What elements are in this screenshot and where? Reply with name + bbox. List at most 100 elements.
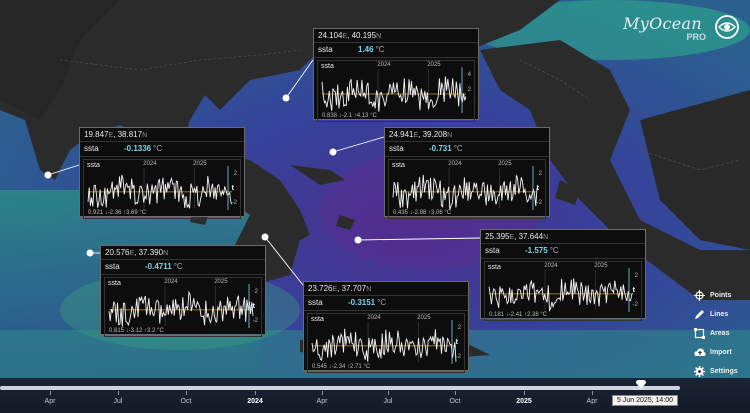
stat-low: -2.34 xyxy=(331,364,346,370)
latitude: 37.707 xyxy=(341,284,367,293)
point-popup[interactable]: 24.104E, 40.195N ssta 1.46 °C ssta 2024 2025 0.… xyxy=(313,28,479,122)
variable-unit: °C xyxy=(153,144,163,153)
chart-stats: 0.838 ↓-2.1 ↑4.13 °C xyxy=(322,113,377,119)
menu-lines[interactable]: Lines xyxy=(692,305,742,324)
timeline-tickmark xyxy=(255,391,256,395)
point-marker[interactable] xyxy=(44,171,52,179)
timeseries-chart[interactable]: ssta 2024 2025 0.815 ↓-3.12 ↑3.2 °C 2 t -2 xyxy=(104,277,262,337)
longitude: 19.847 xyxy=(84,130,109,139)
series-line xyxy=(311,328,457,362)
north-label: N xyxy=(376,33,382,40)
y-tick-label: -2 xyxy=(632,301,638,308)
timeseries-chart[interactable]: ssta 2024 2025 0.838 ↓-2.1 ↑4.13 °C 4 2 xyxy=(317,60,475,122)
variable-value: -0.3151 xyxy=(348,298,376,307)
y-tick-label: 2 xyxy=(634,272,638,279)
stat-min: 0.181 xyxy=(489,312,505,318)
menu-import[interactable]: Import xyxy=(692,343,742,362)
timeline-tick-label: Oct xyxy=(449,398,461,405)
year-label: 2024 xyxy=(164,279,178,285)
menu-areas[interactable]: Areas xyxy=(692,324,742,343)
coordinates: 24.104E, 40.195N xyxy=(314,29,478,43)
point-marker[interactable] xyxy=(261,233,269,241)
y-tick-label: 2 xyxy=(467,87,471,93)
time-track[interactable] xyxy=(0,386,680,390)
variable-value: -0.731 xyxy=(429,144,452,153)
coordinates: 24.941E, 39.208N xyxy=(385,128,549,142)
chart-stats: 0.815 ↓-3.12 ↑3.2 °C xyxy=(109,328,164,334)
eye-logo-icon xyxy=(715,15,739,39)
east-label: E xyxy=(332,286,338,293)
variable-value: -1.575 xyxy=(525,246,548,255)
year-label: 2025 xyxy=(427,62,441,68)
timeline-tickmark xyxy=(455,391,456,395)
logo-sub: PRO xyxy=(686,32,706,42)
chart-variable-label: ssta xyxy=(321,63,334,70)
y-tick-label: t xyxy=(252,303,255,310)
timeseries-svg xyxy=(311,320,457,364)
east-label: E xyxy=(129,250,135,257)
y-tick-label: 2 xyxy=(538,170,542,177)
y-tick-label: t xyxy=(536,185,539,192)
stat-high: 3.2 xyxy=(147,328,156,334)
stat-low: -2.41 xyxy=(508,312,523,318)
value-row: ssta -0.4711 °C xyxy=(101,260,265,275)
year-label: 2025 xyxy=(498,161,512,167)
north-label: N xyxy=(543,234,549,241)
y-tick-label: -2 xyxy=(252,317,258,324)
time-handle-icon[interactable] xyxy=(636,380,646,389)
gear-icon xyxy=(694,366,705,377)
longitude: 23.726 xyxy=(308,284,333,293)
coordinates: 25.395E, 37.644N xyxy=(481,230,645,244)
variable-label: ssta xyxy=(84,144,99,153)
stat-min: 0.838 xyxy=(322,113,338,119)
value-row: ssta 1.46 °C xyxy=(314,43,478,58)
point-marker[interactable] xyxy=(354,236,362,244)
value-row: ssta -1.575 °C xyxy=(481,244,645,259)
point-popup[interactable]: 23.726E, 37.707N ssta -0.3151 °C ssta 2024 202… xyxy=(303,281,469,373)
timeline-tick-label: 2025 xyxy=(516,398,532,405)
year-label: 2024 xyxy=(448,161,462,167)
stat-high: 2.71 xyxy=(350,364,362,370)
variable-value: -0.4711 xyxy=(145,262,172,271)
point-popup[interactable]: 24.941E, 39.208N ssta -0.731 °C ssta 2024 2025… xyxy=(384,127,550,219)
timeseries-chart[interactable]: ssta 2024 2025 0.921 ↓-2.36 ↑3.69 °C 2 t -2 xyxy=(83,159,241,219)
coordinates: 19.847E, 38.817N xyxy=(80,128,244,142)
variable-label: ssta xyxy=(308,298,323,307)
year-label: 2024 xyxy=(143,161,157,167)
timeseries-chart[interactable]: ssta 2024 2025 0.435 ↓-2.88 ↑3.06 °C 2 t -2 xyxy=(388,159,546,219)
variable-unit: °C xyxy=(453,144,463,153)
y-tick-label: 4 xyxy=(467,72,471,78)
timeline-tickmark xyxy=(388,391,389,395)
timeseries-chart[interactable]: ssta 2024 2025 0.181 ↓-2.41 ↑2.38 °C 2 t -2 xyxy=(484,261,642,321)
stat-high: 3.06 xyxy=(431,210,443,216)
point-marker[interactable] xyxy=(86,249,94,257)
timeline-tickmark xyxy=(322,391,323,395)
east-label: E xyxy=(509,234,515,241)
series-line xyxy=(108,290,254,327)
chart-variable-label: ssta xyxy=(311,316,324,323)
timeline-tick-label: Apr xyxy=(586,398,598,405)
point-popup[interactable]: 25.395E, 37.644N ssta -1.575 °C ssta 2024 2025… xyxy=(480,229,646,321)
point-popup[interactable]: 19.847E, 38.817N ssta -0.1336 °C ssta 2024 202… xyxy=(79,127,245,219)
time-slider[interactable]: Apr Jul Oct 2024 Apr Jul Oct 2025 Apr 5 Jun 2025… xyxy=(0,378,750,413)
y-tick-label: t xyxy=(455,339,458,346)
timeline-tick-label: Apr xyxy=(44,398,56,405)
chart-variable-label: ssta xyxy=(488,264,501,271)
point-marker[interactable] xyxy=(282,94,290,102)
year-label: 2024 xyxy=(367,315,381,321)
point-marker[interactable] xyxy=(329,148,337,156)
menu-settings[interactable]: Settings xyxy=(692,362,742,381)
stat-low: -2.88 xyxy=(412,210,427,216)
timeseries-svg xyxy=(108,284,254,328)
latitude: 38.817 xyxy=(117,130,143,139)
stat-unit: °C xyxy=(370,113,377,119)
year-label: 2025 xyxy=(193,161,207,167)
series-line xyxy=(321,76,467,112)
point-popup[interactable]: 20.576E, 37.390N ssta -0.4711 °C ssta 2024 202… xyxy=(100,245,266,337)
year-label: 2024 xyxy=(544,263,558,269)
menu-points[interactable]: Points xyxy=(692,286,742,305)
crosshair-icon xyxy=(694,290,705,301)
series-line xyxy=(87,174,233,209)
menu-label: Points xyxy=(710,292,732,299)
timeseries-chart[interactable]: ssta 2024 2025 0.545 ↓-2.34 ↑2.71 °C 2 t -2 xyxy=(307,313,465,373)
